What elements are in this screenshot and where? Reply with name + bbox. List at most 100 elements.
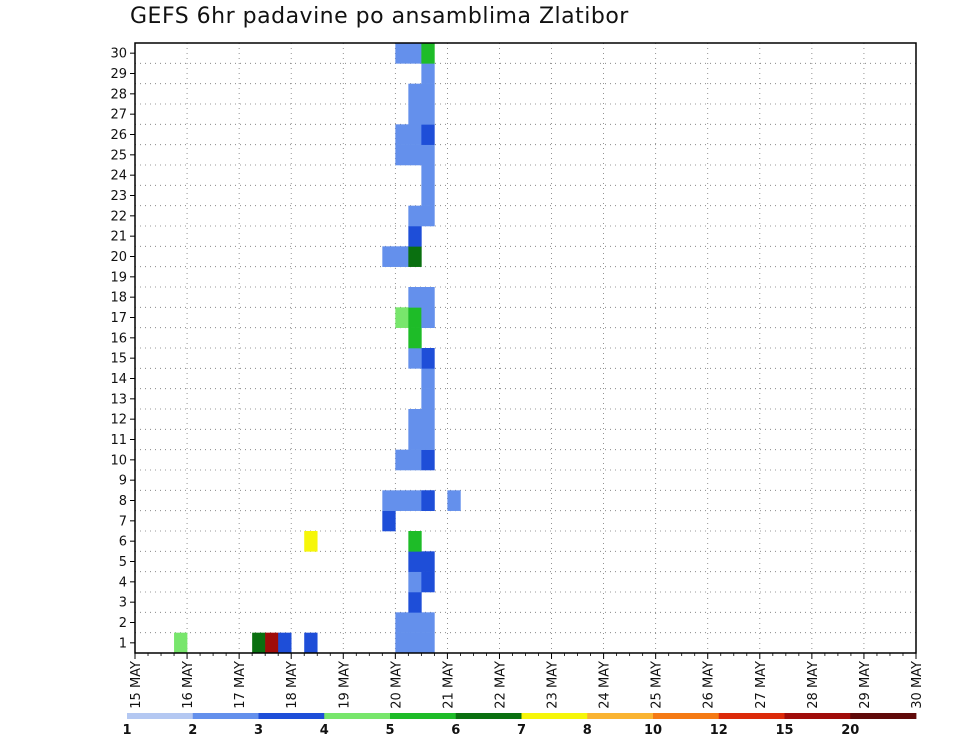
heatmap-cell (421, 205, 435, 227)
y-tick-label: 21 (110, 230, 127, 245)
heatmap-cell (408, 83, 422, 105)
colorbar-swatch (718, 713, 785, 719)
x-tick-label: 16 MAY (181, 661, 196, 709)
heatmap-cell (408, 592, 422, 613)
colorbar-swatch (127, 713, 194, 719)
x-tick-label: 20 MAY (389, 661, 404, 709)
heatmap-cell (421, 388, 435, 410)
heatmap-cell (408, 571, 422, 593)
y-tick-label: 7 (119, 514, 127, 529)
colorbar-swatch (521, 713, 588, 719)
y-tick-label: 28 (110, 87, 127, 102)
heatmap-cell (408, 307, 422, 328)
colorbar-swatch (455, 713, 522, 719)
y-axis: 1234567891011121314151617181920212223242… (110, 47, 135, 651)
y-tick-label: 24 (110, 169, 127, 184)
colorbar: 1 2 3 4 5 6 7 8 10 12 15 20 (122, 713, 917, 738)
heatmap-cell (304, 632, 318, 654)
x-tick-label: 25 MAY (650, 661, 665, 709)
y-tick-label: 30 (110, 47, 127, 62)
colorbar-label: 3 (254, 723, 263, 738)
heatmap-cell (395, 632, 409, 654)
y-tick-label: 18 (110, 291, 127, 306)
colorbar-label: 7 (517, 723, 526, 738)
heatmap-cell (252, 632, 266, 654)
y-tick-label: 22 (110, 209, 127, 224)
colorbar-swatch (784, 713, 851, 719)
heatmap-cell (408, 612, 422, 633)
y-tick-label: 29 (110, 67, 127, 82)
y-tick-label: 16 (110, 331, 127, 346)
heatmap-cell (382, 246, 396, 267)
heatmap-cell (408, 226, 422, 247)
y-tick-label: 13 (110, 392, 127, 407)
heatmap-cell (395, 307, 409, 328)
heatmap-cell (421, 144, 435, 166)
heatmap-cell (304, 531, 318, 552)
x-tick-label: 24 MAY (598, 661, 613, 709)
colorbar-swatch (587, 713, 654, 719)
heatmap-cell (408, 287, 422, 308)
heatmap-cell (395, 246, 409, 267)
colorbar-label: 20 (841, 723, 859, 738)
y-tick-label: 10 (110, 453, 127, 468)
heatmap-cell (408, 632, 422, 654)
x-tick-label: 21 MAY (441, 661, 456, 709)
grid-layer (135, 43, 916, 653)
chart-title: GEFS 6hr padavine po ansamblima Zlatibor (130, 4, 629, 29)
heatmap-cell (395, 43, 409, 64)
heatmap-cell (421, 612, 435, 633)
heatmap-cell (395, 490, 409, 511)
y-tick-label: 5 (119, 555, 127, 570)
y-tick-label: 12 (110, 413, 127, 428)
x-tick-label: 17 MAY (233, 661, 248, 709)
heatmap-cell (421, 571, 435, 593)
colorbar-label: 15 (775, 723, 793, 738)
x-axis: 15 MAY 16 MAY 17 MAY 18 MAY 19 MAY 20 MAY 21 M… (129, 653, 925, 709)
heatmap-cell (408, 124, 422, 145)
colorbar-swatch (653, 713, 720, 719)
heatmap-cell (421, 165, 435, 186)
heatmap-cell (408, 144, 422, 166)
heatmap-cell (421, 449, 435, 471)
y-tick-label: 14 (110, 372, 127, 387)
heatmap-cell (408, 449, 422, 471)
x-tick-label: 15 MAY (129, 661, 144, 709)
colorbar-label: 1 (122, 723, 131, 738)
heatmap-cell (421, 185, 435, 206)
heatmap-cell (421, 287, 435, 308)
y-tick-label: 15 (110, 352, 127, 367)
x-tick-label: 30 MAY (910, 661, 925, 709)
heatmap-cell (421, 83, 435, 105)
y-tick-label: 9 (119, 474, 127, 489)
colorbar-swatch (850, 713, 917, 719)
y-tick-label: 3 (119, 596, 127, 611)
heatmap-cell (408, 104, 422, 125)
heatmap-cell (421, 632, 435, 654)
heatmap-cell (447, 490, 461, 511)
y-tick-label: 25 (110, 148, 127, 163)
colorbar-label: 10 (644, 723, 662, 738)
heatmap-cell (421, 63, 435, 84)
x-tick-label: 27 MAY (754, 661, 769, 709)
heatmap-cell (408, 43, 422, 64)
heatmap-cell (421, 124, 435, 145)
heatmap-cell (395, 144, 409, 166)
heatmap-cell (408, 327, 422, 349)
colorbar-label: 8 (583, 723, 592, 738)
cells-layer (174, 43, 461, 654)
heatmap-cell (395, 449, 409, 471)
heatmap-cell (421, 490, 435, 511)
y-tick-label: 27 (110, 108, 127, 123)
heatmap-cell (421, 104, 435, 125)
heatmap-cell (278, 632, 292, 654)
heatmap-cell (408, 205, 422, 227)
colorbar-swatch (324, 713, 391, 719)
heatmap-cell (421, 307, 435, 328)
x-tick-label: 18 MAY (285, 661, 300, 709)
colorbar-label: 5 (385, 723, 394, 738)
y-tick-label: 23 (110, 189, 127, 204)
y-tick-label: 4 (119, 575, 127, 590)
heatmap-cell (421, 409, 435, 430)
